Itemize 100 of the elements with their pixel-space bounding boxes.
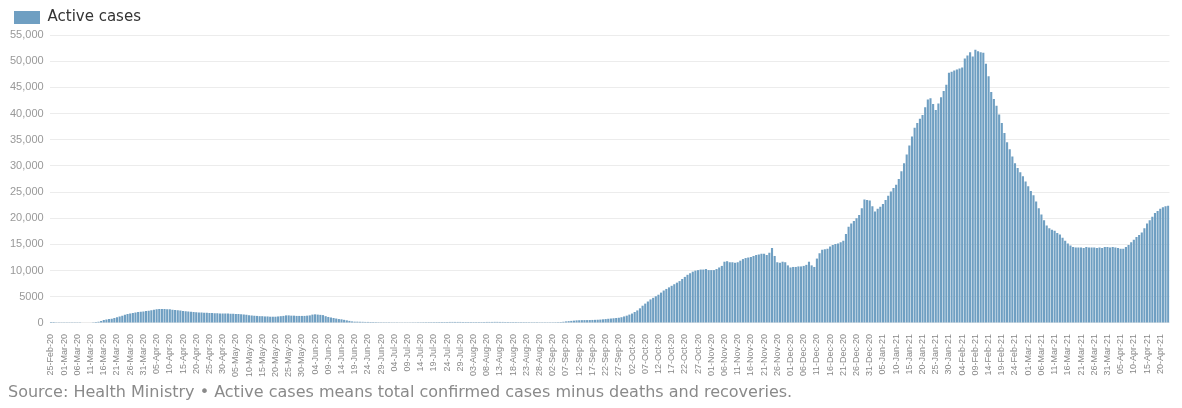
x-tick-label: 30-May-20 bbox=[296, 333, 307, 378]
bar bbox=[976, 51, 980, 323]
bar bbox=[979, 52, 982, 323]
x-tick-label: 10-May-20 bbox=[243, 333, 254, 378]
bar bbox=[1135, 237, 1138, 323]
bar bbox=[311, 314, 314, 323]
x-tick-label: 14-Feb-21 bbox=[983, 333, 994, 376]
bar bbox=[1148, 220, 1151, 323]
bar bbox=[1053, 230, 1056, 323]
x-tick-label: 01-Dec-20 bbox=[784, 333, 795, 377]
x-tick-label: 21-Nov-20 bbox=[758, 333, 769, 377]
x-tick-label: 15-Apr-21 bbox=[1141, 333, 1152, 375]
bar bbox=[1064, 240, 1067, 323]
bar bbox=[797, 266, 800, 323]
bar bbox=[1130, 242, 1133, 323]
bar bbox=[1079, 247, 1083, 323]
bar bbox=[670, 285, 673, 323]
bar bbox=[678, 281, 681, 323]
bar bbox=[715, 269, 718, 323]
bar bbox=[784, 262, 787, 323]
bar bbox=[847, 226, 850, 323]
bar bbox=[683, 276, 686, 323]
x-tick-label: 13-Aug-20 bbox=[494, 333, 505, 377]
x-tick-label: 24-Jul-20 bbox=[441, 333, 452, 372]
bar bbox=[641, 305, 644, 323]
bar bbox=[974, 49, 977, 323]
bar bbox=[731, 262, 734, 323]
bar bbox=[1116, 248, 1120, 323]
bar bbox=[1061, 237, 1064, 323]
bar bbox=[913, 127, 916, 323]
bar bbox=[789, 267, 792, 323]
x-tick-label: 30-Jan-21 bbox=[943, 333, 954, 375]
x-tick-label: 24-Jun-20 bbox=[362, 333, 373, 375]
bar bbox=[1127, 244, 1130, 323]
x-tick-label: 03-Aug-20 bbox=[468, 333, 479, 377]
y-tick-label: 10,000 bbox=[9, 263, 44, 276]
bar bbox=[1114, 247, 1117, 323]
bar bbox=[1027, 186, 1030, 323]
y-tick-label: 50,000 bbox=[9, 54, 44, 67]
x-tick-label: 21-Mar-21 bbox=[1075, 333, 1086, 376]
bar bbox=[889, 191, 892, 323]
bar bbox=[1048, 228, 1051, 323]
bar bbox=[163, 309, 166, 323]
bar bbox=[1119, 248, 1122, 323]
x-tick-label: 11-Mar-20 bbox=[85, 333, 96, 375]
x-tick-label: 27-Sep-20 bbox=[613, 333, 624, 377]
x-tick-label: 06-Dec-20 bbox=[798, 333, 809, 377]
bar bbox=[781, 261, 784, 323]
x-tick-label: 31-Dec-20 bbox=[864, 333, 875, 377]
bar bbox=[733, 262, 737, 323]
x-tick-label: 07-Oct-20 bbox=[639, 333, 650, 375]
bar bbox=[805, 264, 808, 323]
bar bbox=[887, 195, 890, 323]
x-tick-label: 21-Mar-20 bbox=[111, 333, 122, 376]
y-tick-label: 35,000 bbox=[9, 132, 44, 145]
x-tick-label: 10-Jan-21 bbox=[890, 333, 901, 375]
x-tick-label: 25-Jan-21 bbox=[930, 333, 941, 375]
bar bbox=[184, 311, 187, 323]
bar bbox=[768, 252, 771, 323]
bar bbox=[686, 274, 689, 323]
bar bbox=[836, 243, 840, 323]
x-tick-label: 09-Jul-20 bbox=[402, 333, 413, 372]
x-tick-label: 12-Sep-20 bbox=[573, 333, 584, 377]
bar bbox=[736, 262, 739, 323]
y-tick-label: 40,000 bbox=[9, 106, 44, 119]
bar bbox=[963, 58, 966, 323]
x-tick-label: 31-Mar-21 bbox=[1101, 333, 1112, 376]
x-tick-label: 17-Oct-20 bbox=[666, 333, 677, 375]
bar bbox=[834, 243, 837, 323]
x-tick-label: 28-Aug-20 bbox=[534, 333, 545, 377]
x-tick-label: 25-Apr-20 bbox=[203, 333, 214, 375]
bar bbox=[1021, 176, 1024, 323]
bar bbox=[863, 199, 866, 323]
x-tick-label: 26-Nov-20 bbox=[771, 333, 782, 377]
bar bbox=[892, 187, 895, 323]
y-tick-label: 15,000 bbox=[9, 237, 44, 250]
bar bbox=[1151, 216, 1154, 323]
x-tick-label: 11-Nov-20 bbox=[732, 333, 743, 376]
x-tick-label: 14-Jul-20 bbox=[415, 333, 426, 372]
bar bbox=[770, 248, 774, 323]
bar bbox=[694, 270, 697, 323]
bar bbox=[1019, 172, 1022, 323]
x-tick-label: 20-May-20 bbox=[269, 333, 280, 378]
source-note: Source: Health Ministry • Active cases means total confirmed cases minus deaths and recoveries. bbox=[8, 382, 793, 401]
bar bbox=[1167, 205, 1170, 323]
x-tick-label: 02-Oct-20 bbox=[626, 333, 637, 375]
x-tick-label: 07-Sep-20 bbox=[560, 333, 571, 377]
x-tick-label: 08-Aug-20 bbox=[481, 333, 492, 377]
bar bbox=[884, 199, 887, 323]
bar bbox=[1106, 247, 1109, 323]
x-tick-label: 23-Aug-20 bbox=[520, 333, 531, 377]
bar bbox=[1132, 239, 1135, 323]
x-tick-label: 22-Sep-20 bbox=[600, 333, 611, 377]
y-tick-label: 20,000 bbox=[9, 211, 44, 224]
bar bbox=[807, 261, 811, 323]
bar bbox=[926, 99, 929, 323]
x-tick-label: 26-Dec-20 bbox=[851, 333, 862, 377]
bar bbox=[1032, 195, 1035, 323]
bar bbox=[649, 299, 652, 323]
bar bbox=[1098, 247, 1101, 323]
